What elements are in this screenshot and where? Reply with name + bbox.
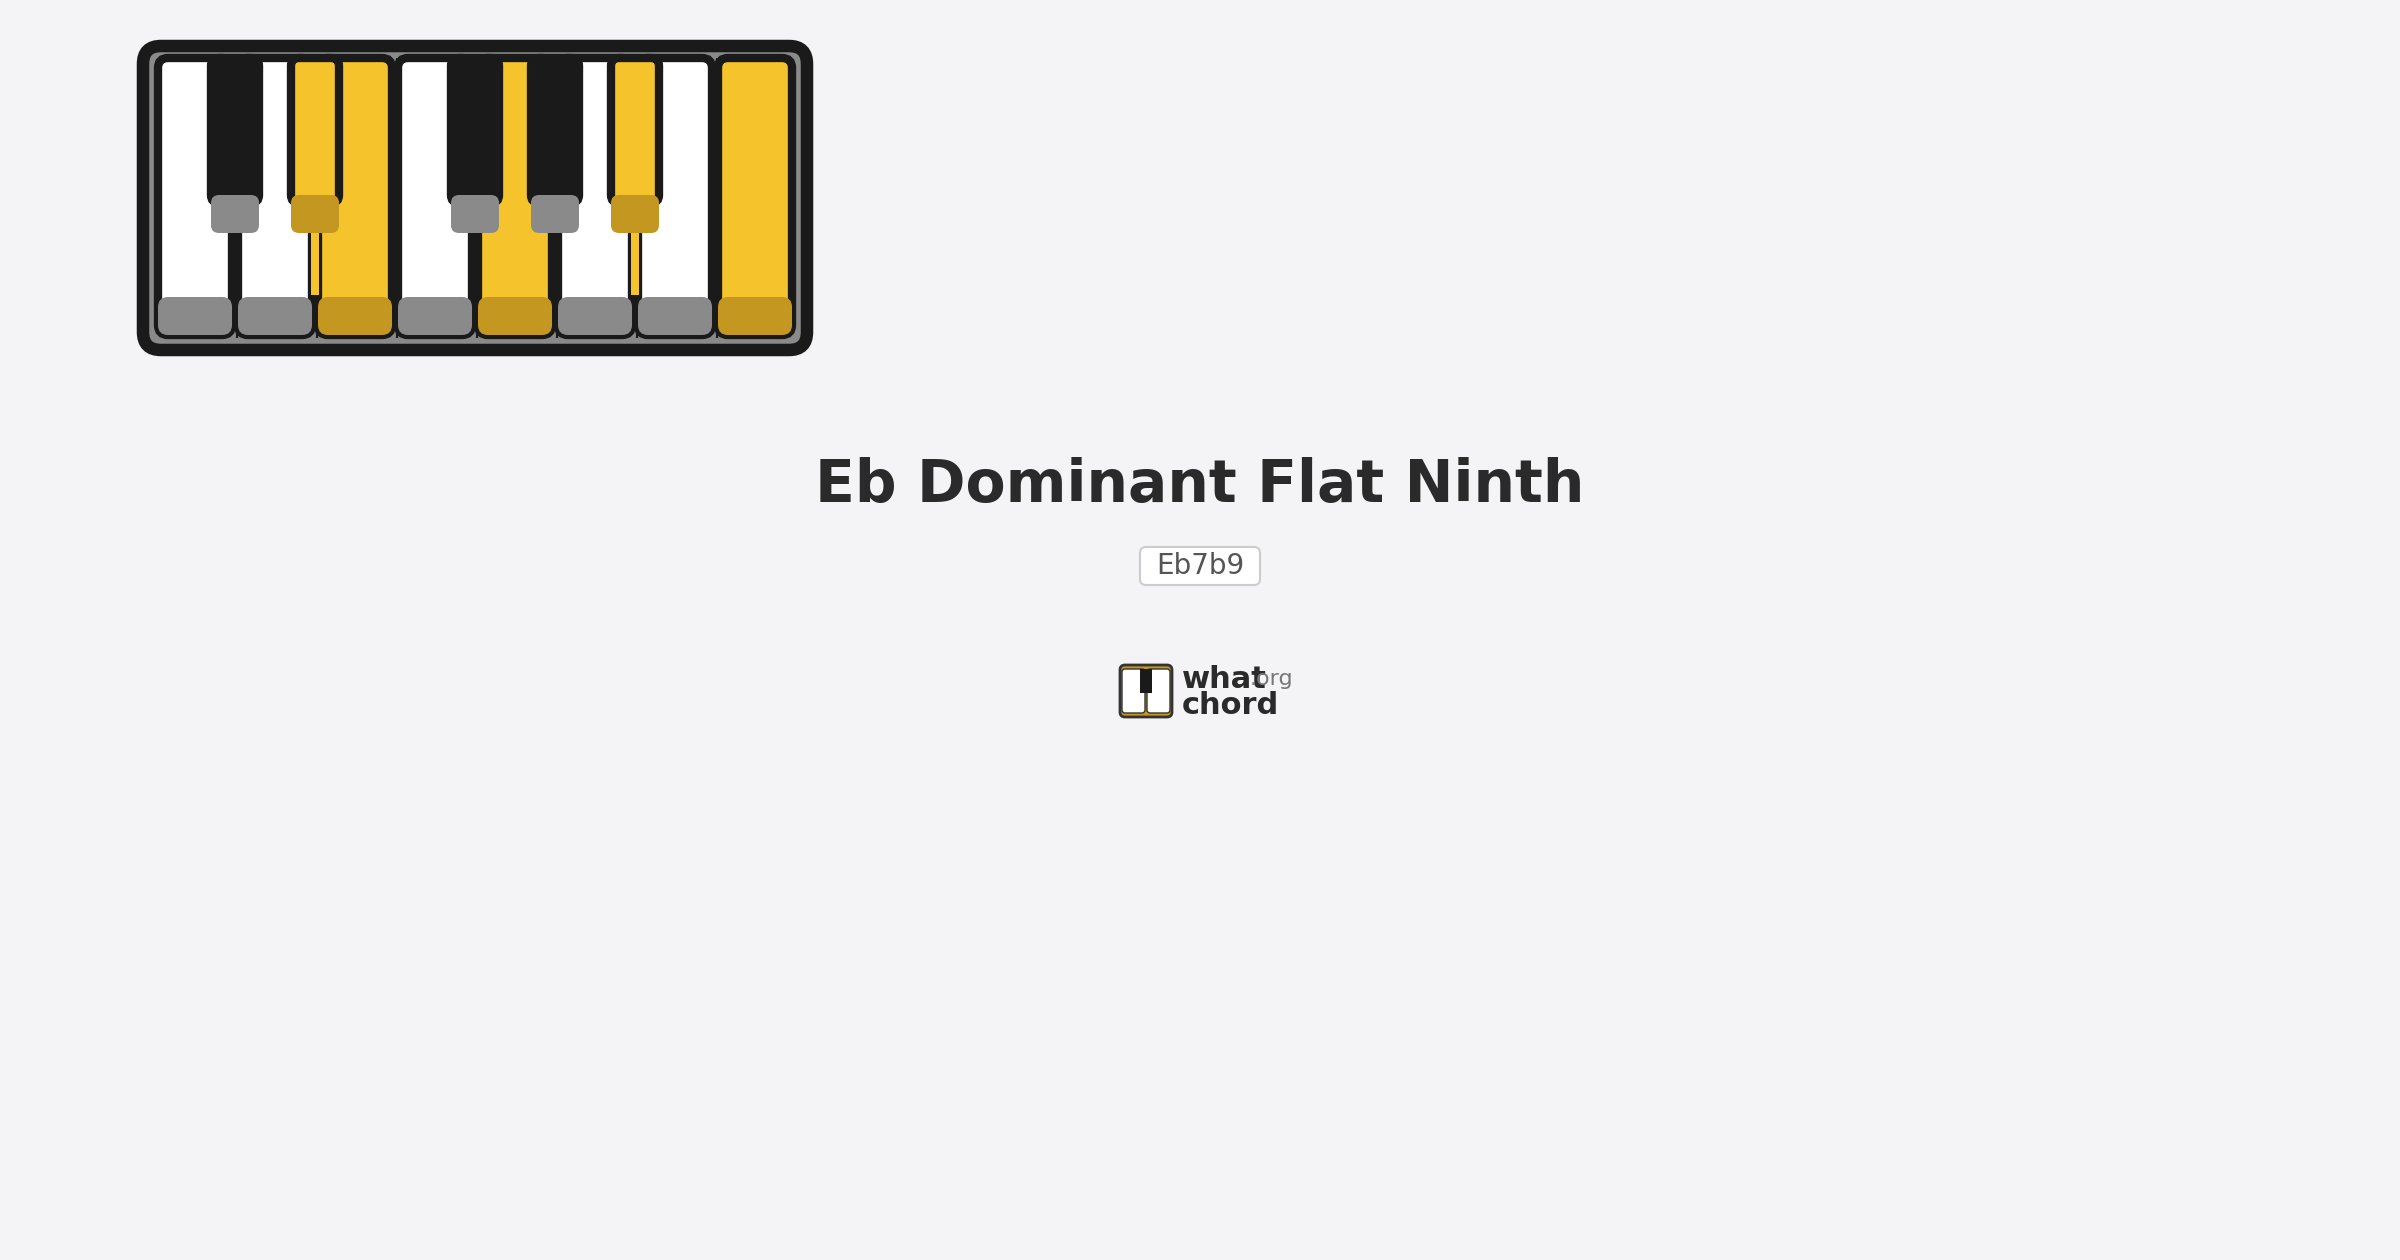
FancyBboxPatch shape (317, 297, 391, 335)
FancyBboxPatch shape (398, 297, 473, 335)
Bar (1140, 669, 1152, 693)
FancyBboxPatch shape (1121, 665, 1171, 717)
FancyBboxPatch shape (398, 58, 473, 335)
Bar (552, 203, 559, 295)
FancyBboxPatch shape (530, 195, 578, 233)
Text: .org: .org (1250, 669, 1294, 689)
FancyBboxPatch shape (612, 58, 660, 203)
FancyBboxPatch shape (290, 195, 338, 233)
Text: Eb7b9: Eb7b9 (1157, 552, 1243, 580)
FancyBboxPatch shape (478, 297, 552, 335)
FancyBboxPatch shape (718, 297, 792, 335)
FancyBboxPatch shape (638, 297, 713, 335)
FancyBboxPatch shape (211, 195, 259, 233)
FancyBboxPatch shape (557, 58, 631, 335)
FancyBboxPatch shape (451, 195, 499, 233)
Bar (470, 203, 480, 295)
FancyBboxPatch shape (557, 297, 631, 335)
FancyBboxPatch shape (1123, 669, 1145, 713)
Text: what: what (1183, 664, 1267, 693)
FancyBboxPatch shape (158, 297, 233, 335)
Bar (230, 203, 240, 295)
FancyBboxPatch shape (290, 58, 338, 203)
FancyBboxPatch shape (1140, 547, 1260, 585)
FancyBboxPatch shape (317, 58, 391, 335)
FancyBboxPatch shape (451, 58, 499, 203)
FancyBboxPatch shape (1147, 669, 1171, 713)
FancyBboxPatch shape (238, 297, 312, 335)
FancyBboxPatch shape (612, 195, 660, 233)
FancyBboxPatch shape (478, 58, 552, 335)
Bar (312, 203, 319, 295)
Text: chord: chord (1183, 690, 1279, 719)
FancyBboxPatch shape (211, 58, 259, 203)
FancyBboxPatch shape (144, 47, 806, 350)
FancyBboxPatch shape (158, 58, 233, 335)
Text: Eb Dominant Flat Ninth: Eb Dominant Flat Ninth (816, 457, 1584, 514)
FancyBboxPatch shape (530, 58, 578, 203)
Bar (631, 203, 638, 295)
FancyBboxPatch shape (718, 58, 792, 335)
FancyBboxPatch shape (238, 58, 312, 335)
FancyBboxPatch shape (638, 58, 713, 335)
